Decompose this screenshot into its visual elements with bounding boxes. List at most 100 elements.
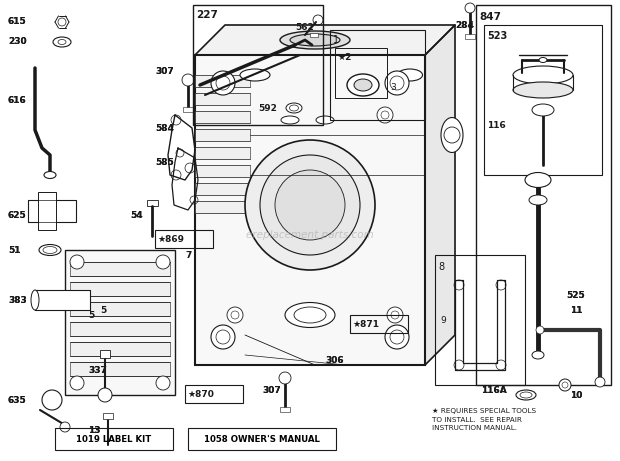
Text: 585: 585 bbox=[155, 158, 174, 166]
Circle shape bbox=[260, 155, 360, 255]
Text: 525: 525 bbox=[566, 290, 585, 300]
Circle shape bbox=[245, 140, 375, 270]
Text: 615: 615 bbox=[8, 18, 27, 26]
Bar bbox=[65, 250, 175, 395]
Text: 525: 525 bbox=[566, 290, 585, 300]
Text: 11: 11 bbox=[570, 306, 583, 314]
Circle shape bbox=[156, 255, 170, 269]
Text: 523: 523 bbox=[487, 31, 507, 41]
Bar bbox=[335, 48, 387, 98]
Text: 1058 OWNER'S MANUAL: 1058 OWNER'S MANUAL bbox=[204, 435, 320, 443]
Ellipse shape bbox=[285, 302, 335, 327]
Text: 383: 383 bbox=[8, 296, 27, 305]
Bar bbox=[147, 200, 158, 206]
Text: 116A: 116A bbox=[481, 385, 507, 395]
Text: ★869: ★869 bbox=[157, 235, 184, 243]
Text: 625: 625 bbox=[8, 211, 27, 219]
Text: 10: 10 bbox=[570, 390, 582, 400]
Circle shape bbox=[387, 307, 403, 323]
Bar bbox=[103, 413, 113, 419]
Bar bbox=[310, 33, 318, 37]
Ellipse shape bbox=[525, 172, 551, 188]
Text: 8: 8 bbox=[438, 262, 444, 272]
Circle shape bbox=[211, 71, 235, 95]
Text: 116A: 116A bbox=[481, 385, 507, 395]
Text: ★ REQUIRES SPECIAL TOOLS
TO INSTALL.  SEE REPAIR
INSTRUCTION MANUAL.: ★ REQUIRES SPECIAL TOOLS TO INSTALL. SEE… bbox=[432, 408, 536, 431]
Text: 307: 307 bbox=[155, 67, 174, 77]
Text: 13: 13 bbox=[88, 426, 100, 435]
Circle shape bbox=[60, 422, 70, 432]
Bar bbox=[70, 342, 170, 356]
Ellipse shape bbox=[316, 116, 334, 124]
Text: 54: 54 bbox=[130, 211, 143, 219]
Text: 562: 562 bbox=[295, 24, 314, 32]
Text: 1: 1 bbox=[333, 35, 339, 45]
Bar bbox=[35, 290, 90, 310]
Text: 306: 306 bbox=[325, 355, 343, 365]
Text: 585: 585 bbox=[155, 158, 174, 166]
Ellipse shape bbox=[441, 118, 463, 153]
Bar bbox=[70, 282, 170, 296]
Bar bbox=[195, 93, 250, 105]
Text: 5: 5 bbox=[100, 306, 106, 314]
Circle shape bbox=[156, 376, 170, 390]
Bar bbox=[70, 362, 170, 376]
Circle shape bbox=[70, 376, 84, 390]
Polygon shape bbox=[195, 25, 455, 55]
Text: 284: 284 bbox=[455, 20, 474, 30]
Text: 307: 307 bbox=[155, 67, 174, 77]
Bar bbox=[183, 107, 193, 112]
Bar bbox=[193, 5, 323, 125]
Circle shape bbox=[595, 377, 605, 387]
Text: 116: 116 bbox=[487, 120, 506, 130]
Text: 9: 9 bbox=[440, 315, 446, 325]
Text: 584: 584 bbox=[155, 124, 174, 132]
Text: 337: 337 bbox=[88, 366, 107, 374]
Text: 306: 306 bbox=[325, 355, 343, 365]
Text: 635: 635 bbox=[8, 396, 27, 404]
Bar bbox=[484, 25, 602, 175]
Ellipse shape bbox=[53, 37, 71, 47]
Bar bbox=[195, 201, 250, 213]
Bar bbox=[195, 75, 250, 87]
Bar bbox=[195, 183, 250, 195]
Bar bbox=[70, 322, 170, 336]
Bar bbox=[70, 262, 170, 276]
Ellipse shape bbox=[347, 74, 379, 96]
Text: 1019 LABEL KIT: 1019 LABEL KIT bbox=[76, 435, 152, 443]
Ellipse shape bbox=[286, 103, 302, 113]
Bar bbox=[195, 147, 250, 159]
Text: ★2: ★2 bbox=[337, 53, 352, 61]
Text: 635: 635 bbox=[8, 396, 27, 404]
Text: 230: 230 bbox=[8, 37, 27, 47]
Circle shape bbox=[275, 170, 345, 240]
Text: 847: 847 bbox=[479, 12, 501, 22]
Bar bbox=[435, 255, 525, 385]
Circle shape bbox=[42, 390, 62, 410]
Circle shape bbox=[559, 379, 571, 391]
Ellipse shape bbox=[39, 244, 61, 255]
Ellipse shape bbox=[397, 69, 422, 81]
Text: 625: 625 bbox=[8, 211, 27, 219]
Ellipse shape bbox=[532, 104, 554, 116]
Bar bbox=[188, 428, 336, 450]
Ellipse shape bbox=[240, 69, 270, 81]
Bar bbox=[350, 315, 408, 333]
Ellipse shape bbox=[31, 290, 39, 310]
Bar bbox=[330, 30, 425, 120]
Bar bbox=[185, 385, 243, 403]
Bar bbox=[195, 55, 425, 365]
Text: 10: 10 bbox=[570, 390, 582, 400]
Ellipse shape bbox=[44, 171, 56, 178]
Text: ereplacement parts.com: ereplacement parts.com bbox=[246, 230, 374, 240]
Circle shape bbox=[536, 326, 544, 334]
Ellipse shape bbox=[281, 116, 299, 124]
Text: 284: 284 bbox=[455, 20, 474, 30]
Ellipse shape bbox=[513, 82, 573, 98]
Text: 7: 7 bbox=[185, 250, 192, 260]
Text: 592: 592 bbox=[258, 104, 277, 112]
Text: 51: 51 bbox=[8, 246, 20, 254]
Bar bbox=[195, 129, 250, 141]
Text: 615: 615 bbox=[8, 18, 27, 26]
Text: 584: 584 bbox=[155, 124, 174, 132]
